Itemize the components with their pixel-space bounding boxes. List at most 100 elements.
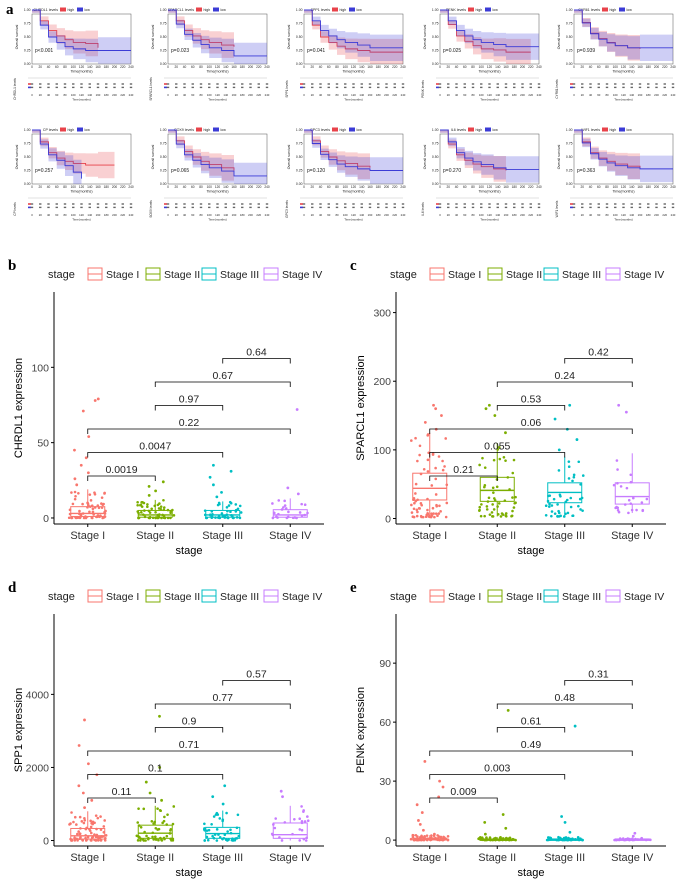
jitter-point	[88, 510, 91, 514]
jitter-point	[70, 491, 73, 494]
km-risk-xtick: 240	[671, 213, 676, 217]
km-risk-xtick: 0	[167, 93, 169, 97]
jitter-point	[491, 838, 495, 842]
km-legend-low-label: low	[85, 128, 91, 132]
jitter-point	[207, 828, 211, 832]
jitter-point	[139, 825, 143, 829]
jitter-point	[431, 453, 435, 456]
jitter-point	[99, 815, 102, 818]
jitter-point	[217, 833, 220, 836]
jitter-point	[438, 504, 441, 508]
outlier-point	[161, 480, 165, 484]
km-legend-high-swatch	[60, 7, 66, 12]
km-legend-low-swatch	[619, 127, 625, 132]
jitter-point	[491, 503, 494, 506]
jitter-point	[283, 504, 287, 507]
km-risk-xtick: 160	[504, 93, 509, 97]
km-risk-label: WIF1 levels	[555, 200, 559, 217]
km-risk-xtick: 100	[613, 93, 618, 97]
km-legend-title: WIF1 levels	[581, 128, 600, 132]
jitter-point	[221, 819, 224, 823]
jitter-point	[483, 838, 487, 842]
jitter-point	[210, 516, 214, 520]
outlier-point	[487, 403, 491, 407]
jitter-point	[574, 838, 577, 841]
jitter-point	[562, 515, 566, 518]
km-risk-xtick: 180	[104, 213, 109, 217]
km-legend-low-label: low	[627, 128, 633, 132]
km-xtick-label: 80	[335, 65, 339, 69]
box-stage-iii	[205, 826, 241, 839]
x-axis-label: stage	[518, 867, 545, 879]
km-xtick-label: 200	[520, 65, 526, 69]
jitter-point	[81, 512, 85, 515]
jitter-point	[229, 510, 232, 514]
significance-p-value: 0.0047	[139, 441, 171, 453]
jitter-point	[67, 516, 71, 520]
km-ytick-label: 0.25	[566, 49, 573, 53]
km-xtick-label: 20	[174, 65, 178, 69]
jitter-point	[78, 516, 82, 520]
km-ytick-label: 0.75	[432, 142, 439, 146]
jitter-point	[280, 508, 284, 511]
jitter-point	[572, 473, 576, 477]
km-legend-low-swatch	[485, 127, 491, 132]
jitter-point	[151, 516, 155, 520]
km-ytick-label: 0.00	[296, 62, 303, 66]
km-pvalue: p=0.065	[171, 168, 189, 174]
km-risk-xlabel: Time(months)	[72, 98, 90, 102]
jitter-point	[172, 805, 176, 808]
outlier-point	[90, 798, 94, 802]
km-risk-xlabel: Time(months)	[614, 218, 632, 222]
km-ytick-label: 0.50	[432, 155, 439, 159]
jitter-point	[564, 500, 568, 504]
km-risk-xtick: 60	[55, 213, 59, 217]
jitter-point	[615, 459, 619, 462]
jitter-point	[163, 815, 166, 819]
jitter-point	[75, 516, 79, 520]
outlier-point	[96, 397, 100, 401]
km-xtick-label: 220	[392, 65, 398, 69]
km-risk-xtick: 220	[662, 213, 667, 217]
km-legend-high-swatch	[332, 7, 338, 12]
jitter-point	[558, 493, 562, 497]
jitter-point	[226, 839, 229, 842]
outlier-point	[158, 766, 162, 769]
y-axis-label: CHRDL1 expression	[13, 358, 25, 458]
jitter-point	[619, 838, 622, 841]
legend-label-stage-i: Stage I	[448, 269, 481, 281]
km-xtick-label: 220	[120, 185, 126, 189]
y-tick-label: 50	[37, 438, 49, 450]
km-risk-xtick: 100	[613, 213, 618, 217]
jitter-point	[571, 514, 574, 518]
km-xtick-label: 220	[662, 185, 668, 189]
jitter-point	[136, 500, 139, 504]
jitter-point	[478, 508, 481, 512]
km-risk-xlabel: Time(months)	[480, 218, 498, 222]
km-xtick-label: 60	[327, 65, 331, 69]
significance-p-value: 0.06	[521, 417, 542, 429]
jitter-point	[86, 835, 90, 839]
outlier-point	[423, 760, 427, 763]
outlier-point	[229, 469, 233, 473]
km-xtick-label: 140	[359, 185, 365, 189]
jitter-point	[567, 477, 571, 480]
jitter-point	[205, 829, 209, 832]
x-tick-label-stage-iv: Stage IV	[269, 530, 312, 542]
jitter-point	[101, 835, 104, 838]
km-ytick-label: 1.00	[24, 8, 31, 12]
jitter-point	[168, 832, 172, 835]
jitter-point	[225, 513, 229, 517]
outlier-point	[279, 789, 283, 793]
jitter-point	[77, 491, 80, 495]
km-risk-xtick: 140	[223, 213, 228, 217]
jitter-point	[649, 838, 652, 842]
jitter-point	[503, 499, 507, 502]
outlier-point	[568, 403, 572, 407]
km-xtick-label: 40	[455, 185, 459, 189]
legend-label-stage-iii: Stage III	[562, 269, 601, 281]
km-xlabel: Time(months)	[612, 190, 634, 194]
jitter-point	[89, 499, 93, 502]
jitter-point	[283, 821, 287, 824]
km-risk-xtick: 200	[520, 213, 525, 217]
